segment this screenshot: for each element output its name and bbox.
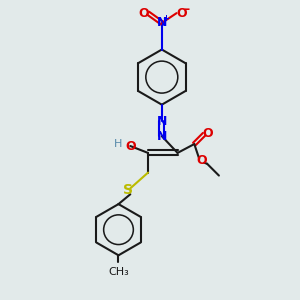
Text: O: O [176,7,187,20]
Text: O: O [197,154,208,167]
Text: H: H [114,139,123,149]
Text: O: O [203,127,213,140]
Text: N: N [157,115,167,128]
Text: N: N [157,16,167,29]
Text: N: N [157,130,167,143]
Text: CH₃: CH₃ [108,267,129,277]
Text: O: O [139,7,149,20]
Text: –: – [183,3,190,16]
Text: +: + [162,14,169,22]
Text: S: S [123,183,133,197]
Text: O: O [125,140,136,152]
